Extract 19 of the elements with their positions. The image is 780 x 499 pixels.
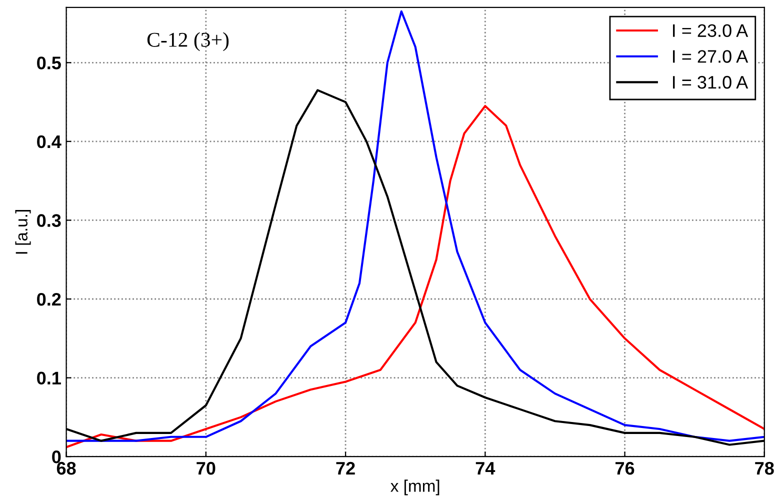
x-axis-title: x [mm] [390, 480, 440, 496]
y-axis-title: I [a.u.] [15, 210, 31, 254]
legend-label: I = 23.0 A [673, 24, 748, 37]
annotation: C-12 (3+) [147, 32, 229, 52]
x-tick-label: 68 [56, 462, 76, 475]
x-tick-label: 70 [196, 462, 216, 475]
y-tick-label: 0.3 [37, 214, 61, 227]
y-tick-label: 0.5 [37, 56, 61, 70]
legend-label: I = 27.0 A [673, 50, 748, 63]
y-tick-label: 0.2 [37, 292, 61, 306]
x-tick-label: 72 [336, 462, 355, 475]
x-tick-label: 74 [476, 462, 496, 475]
x-tick-label: 78 [755, 462, 774, 475]
y-tick-label: 0.4 [37, 135, 62, 148]
y-tick-label: 0.1 [37, 372, 61, 385]
legend-label: I = 31.0 A [673, 76, 748, 89]
y-tick-label: 0 [52, 450, 61, 464]
line-series [66, 10, 764, 442]
x-tick-label: 76 [616, 462, 634, 475]
